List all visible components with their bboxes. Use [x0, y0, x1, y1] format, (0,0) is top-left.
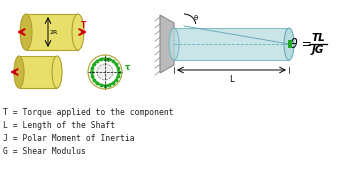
- Text: L: L: [229, 75, 234, 84]
- Text: θ: θ: [194, 15, 198, 21]
- Text: 2R: 2R: [50, 30, 58, 35]
- Bar: [288, 40, 292, 48]
- Text: τ: τ: [125, 63, 130, 73]
- Circle shape: [97, 64, 113, 80]
- Text: J = Polar Moment of Inertia: J = Polar Moment of Inertia: [3, 134, 134, 143]
- Ellipse shape: [72, 14, 84, 50]
- Text: θ =: θ =: [290, 37, 312, 51]
- Ellipse shape: [20, 14, 32, 50]
- Text: t: t: [107, 58, 109, 63]
- Ellipse shape: [52, 56, 62, 88]
- Text: L = Length of the Shaft: L = Length of the Shaft: [3, 121, 115, 130]
- Polygon shape: [19, 56, 57, 88]
- Text: JG: JG: [312, 45, 324, 55]
- Ellipse shape: [14, 56, 24, 88]
- Circle shape: [88, 55, 122, 89]
- Polygon shape: [26, 14, 78, 50]
- Ellipse shape: [284, 28, 294, 60]
- Text: G = Shear Modulus: G = Shear Modulus: [3, 147, 86, 156]
- Text: T: T: [81, 21, 86, 30]
- Text: TL: TL: [311, 33, 325, 43]
- Polygon shape: [160, 15, 174, 73]
- Text: T = Torque applied to the component: T = Torque applied to the component: [3, 108, 174, 117]
- Ellipse shape: [169, 28, 179, 60]
- Polygon shape: [174, 28, 289, 60]
